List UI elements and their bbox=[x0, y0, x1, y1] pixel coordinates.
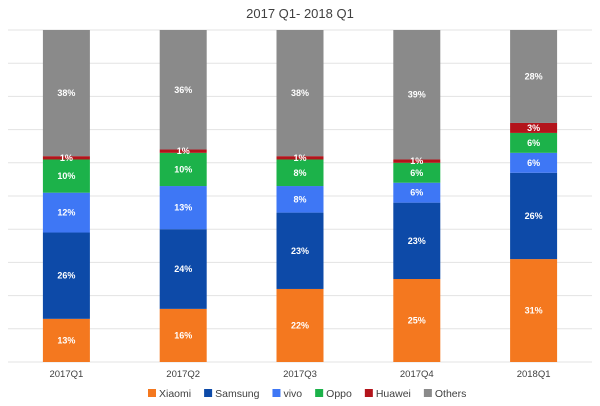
legend-swatch-vivo bbox=[272, 389, 281, 397]
bar-segment-oppo bbox=[159, 152, 207, 187]
bar-segment-huawei bbox=[159, 149, 207, 153]
bar-segment-others bbox=[276, 30, 324, 157]
bar-segment-vivo bbox=[393, 182, 441, 203]
bar-segment-oppo bbox=[510, 132, 558, 153]
data-label-xiaomi: 16% bbox=[174, 330, 192, 340]
bar-segment-xiaomi bbox=[510, 259, 558, 362]
legend-swatch-samsung bbox=[204, 389, 213, 397]
data-label-oppo: 8% bbox=[293, 168, 306, 178]
bar-segment-vivo bbox=[159, 186, 207, 230]
x-tick-label: 2018Q1 bbox=[517, 369, 551, 380]
data-label-oppo: 6% bbox=[527, 138, 540, 148]
data-label-oppo: 6% bbox=[410, 168, 423, 178]
bar-segment-samsung bbox=[159, 229, 207, 309]
bar-segment-others bbox=[510, 30, 558, 123]
legend: Xiaomi Samsung vivo Oppo Huawei Others bbox=[148, 388, 466, 400]
data-label-samsung: 23% bbox=[291, 246, 309, 256]
data-label-vivo: 13% bbox=[174, 203, 192, 213]
legend-label-oppo: Oppo bbox=[326, 388, 352, 400]
bar-segment-others bbox=[393, 30, 441, 160]
bar-segment-huawei bbox=[42, 156, 90, 160]
legend-label-others: Others bbox=[435, 388, 467, 400]
bar-segment-vivo bbox=[42, 192, 90, 233]
data-label-xiaomi: 25% bbox=[408, 316, 426, 326]
data-label-others: 28% bbox=[525, 71, 543, 81]
x-tick-label: 2017Q1 bbox=[49, 369, 83, 380]
data-label-huawei: 3% bbox=[527, 123, 540, 133]
data-label-others: 38% bbox=[57, 88, 75, 98]
data-label-samsung: 24% bbox=[174, 264, 192, 274]
bar-segment-oppo bbox=[42, 159, 90, 193]
data-label-vivo: 6% bbox=[410, 188, 423, 198]
data-label-vivo: 12% bbox=[57, 208, 75, 218]
chart-title: 2017 Q1- 2018 Q1 bbox=[246, 6, 354, 21]
bar-segment-xiaomi bbox=[159, 308, 207, 362]
legend-label-huawei: Huawei bbox=[376, 388, 411, 400]
bar-segment-samsung bbox=[393, 202, 441, 279]
bar-segment-huawei bbox=[393, 159, 441, 163]
x-tick-label: 2017Q3 bbox=[283, 369, 317, 380]
bar-segment-oppo bbox=[393, 162, 441, 183]
data-label-others: 39% bbox=[408, 90, 426, 100]
bar-segment-others bbox=[42, 30, 90, 157]
bar-segment-xiaomi bbox=[393, 279, 441, 362]
x-axis-tick-labels: 2017Q1 2017Q2 2017Q3 2017Q4 2018Q1 bbox=[49, 369, 550, 380]
data-label-samsung: 26% bbox=[57, 271, 75, 281]
legend-label-xiaomi: Xiaomi bbox=[159, 388, 191, 400]
data-label-vivo: 6% bbox=[527, 158, 540, 168]
data-label-huawei: 1% bbox=[177, 146, 190, 156]
data-label-xiaomi: 31% bbox=[525, 306, 543, 316]
data-label-huawei: 1% bbox=[60, 153, 73, 163]
data-labels: 13% 26% 12% 10% 1% 38% 16% 24% 13% 10% 1% 36% 22% 23%… bbox=[57, 71, 542, 345]
legend-swatch-others bbox=[423, 389, 432, 397]
data-label-xiaomi: 13% bbox=[57, 335, 75, 345]
bar-segment-others bbox=[159, 30, 207, 150]
bar-segment-oppo bbox=[276, 159, 324, 187]
bars bbox=[42, 30, 558, 362]
bar-segment-vivo bbox=[276, 186, 324, 213]
data-label-huawei: 1% bbox=[410, 156, 423, 166]
bar-segment-samsung bbox=[510, 172, 558, 260]
x-tick-label: 2017Q2 bbox=[166, 369, 200, 380]
data-label-others: 38% bbox=[291, 88, 309, 98]
data-label-oppo: 10% bbox=[174, 164, 192, 174]
data-label-samsung: 23% bbox=[408, 236, 426, 246]
legend-swatch-oppo bbox=[315, 389, 324, 397]
bar-segment-xiaomi bbox=[276, 288, 324, 362]
data-label-vivo: 8% bbox=[293, 194, 306, 204]
bar-segment-xiaomi bbox=[42, 318, 90, 362]
bar-segment-samsung bbox=[276, 212, 324, 289]
data-label-others: 36% bbox=[174, 85, 192, 95]
data-label-huawei: 1% bbox=[293, 153, 306, 163]
legend-swatch-huawei bbox=[364, 389, 373, 397]
bar-segment-huawei bbox=[510, 122, 558, 133]
data-label-xiaomi: 22% bbox=[291, 320, 309, 330]
legend-label-samsung: Samsung bbox=[215, 388, 260, 400]
bar-segment-vivo bbox=[510, 152, 558, 173]
x-tick-label: 2017Q4 bbox=[400, 369, 434, 380]
data-label-samsung: 26% bbox=[525, 211, 543, 221]
legend-label-vivo: vivo bbox=[283, 388, 302, 400]
data-label-oppo: 10% bbox=[57, 171, 75, 181]
bar-segment-samsung bbox=[42, 232, 90, 319]
bar-segment-huawei bbox=[276, 156, 324, 160]
legend-swatch-xiaomi bbox=[148, 389, 156, 397]
